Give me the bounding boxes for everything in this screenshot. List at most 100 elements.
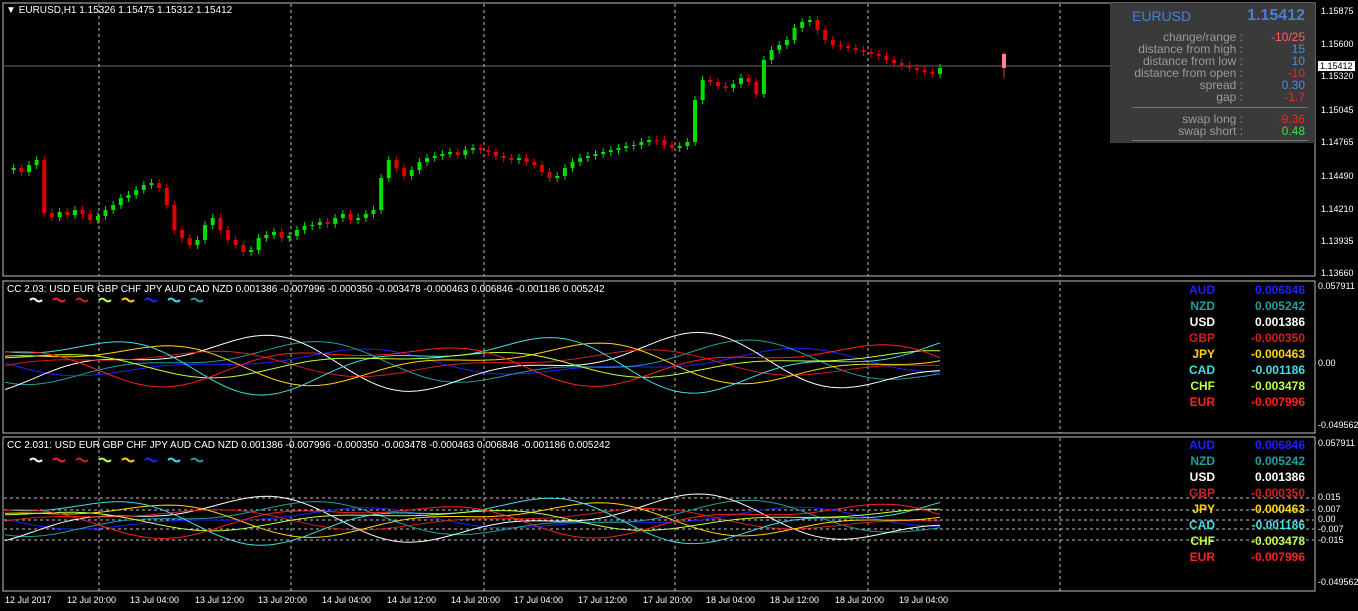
- time-tick: 18 Jul 20:00: [835, 595, 885, 605]
- info-value: 0.48: [1281, 124, 1305, 138]
- legend-swatch: [29, 457, 43, 463]
- currency-value: 0.005242: [1254, 299, 1305, 313]
- legend-swatch: [190, 297, 204, 303]
- candle-body: [715, 82, 720, 86]
- info-label: swap short :: [1178, 124, 1243, 138]
- candle-body: [532, 162, 537, 165]
- candle-body: [677, 146, 682, 148]
- legend-swatch: [167, 457, 181, 463]
- candle-body: [769, 50, 774, 60]
- currency-name: CHF: [1190, 379, 1215, 393]
- currency-name: NZD: [1190, 454, 1215, 468]
- currency-value: 0.001386: [1254, 470, 1305, 484]
- candle-body: [448, 152, 453, 154]
- candle-body: [88, 214, 93, 220]
- price-candles: [11, 16, 942, 256]
- candle-body: [80, 210, 85, 214]
- info-label: distance from open :: [1134, 66, 1243, 80]
- currency-strength-line: [4, 507, 940, 531]
- legend-swatch: [144, 457, 158, 463]
- time-tick: 14 Jul 04:00: [322, 595, 372, 605]
- currency-strength-line: [4, 349, 941, 378]
- info-value: -10: [1287, 66, 1305, 80]
- candle-body: [509, 158, 514, 160]
- candle-body: [838, 45, 843, 46]
- candle-body: [846, 46, 851, 48]
- indicator-tick: 0.015: [1318, 492, 1341, 502]
- currency-name: AUD: [1189, 438, 1215, 452]
- currency-name: JPY: [1192, 347, 1215, 361]
- candle-body: [149, 183, 154, 185]
- time-tick: 13 Jul 12:00: [195, 595, 245, 605]
- candle-body: [19, 168, 24, 172]
- price-tick: 1.15045: [1321, 105, 1354, 115]
- currency-value: -0.000463: [1250, 502, 1305, 516]
- info-label: distance from high :: [1138, 42, 1243, 56]
- candle-body: [103, 210, 108, 216]
- candle-body: [746, 78, 751, 82]
- currency-strength-line: [4, 344, 941, 388]
- chart-header: ▼ EURUSD,H1 1.15326 1.15475 1.15312 1.15…: [6, 5, 232, 16]
- candle-body: [562, 168, 567, 176]
- candle-body: [685, 142, 690, 146]
- chart-frames: [2, 2, 1316, 592]
- price-tick: 1.14210: [1321, 204, 1354, 214]
- info-value: 10: [1291, 54, 1305, 68]
- candle-body: [386, 160, 391, 178]
- currency-strength-line: [4, 506, 941, 530]
- symbol-timeframe: EURUSD,H1: [18, 5, 77, 16]
- candle-body: [639, 142, 644, 145]
- candle-body: [455, 152, 460, 155]
- legend-swatch: [29, 297, 43, 303]
- price-tick: 1.13660: [1321, 268, 1354, 278]
- candle-body: [42, 160, 47, 213]
- price-tick: 1.15600: [1321, 39, 1354, 49]
- candle-body: [892, 60, 897, 63]
- info-label: spread :: [1199, 78, 1243, 92]
- time-tick: 13 Jul 20:00: [258, 595, 308, 605]
- info-value: -9.36: [1277, 112, 1305, 126]
- indicator-tick: -0.007: [1318, 524, 1344, 534]
- candle-body: [57, 212, 62, 217]
- candle-body: [516, 158, 521, 160]
- collapse-arrow-icon[interactable]: ▼: [6, 5, 16, 16]
- time-tick: 13 Jul 04:00: [130, 595, 180, 605]
- info-symbol: EURUSD: [1132, 8, 1192, 24]
- currency-value: -0.003478: [1250, 379, 1305, 393]
- candle-body: [884, 56, 889, 60]
- vertical-gridlines: [98, 4, 1061, 591]
- currency-name: NZD: [1190, 299, 1215, 313]
- currency-name: GBP: [1188, 486, 1215, 500]
- currency-value: -0.001186: [1251, 363, 1305, 377]
- currency-value: 0.006846: [1254, 438, 1305, 452]
- candle-body: [164, 188, 169, 205]
- candle-body: [578, 158, 583, 162]
- time-tick: 14 Jul 20:00: [451, 595, 501, 605]
- candle-body: [524, 158, 529, 162]
- candle-body: [792, 28, 797, 40]
- candle-body: [210, 218, 215, 225]
- candle-body: [409, 170, 414, 176]
- indicator-tick: -0.015: [1318, 535, 1344, 545]
- price-tick: 1.15320: [1321, 71, 1354, 81]
- currency-strength-line: [4, 339, 941, 386]
- candle-body: [417, 162, 422, 170]
- currency-value: -0.000350: [1250, 331, 1305, 345]
- candle-body: [738, 78, 743, 84]
- time-tick: 17 Jul 04:00: [514, 595, 564, 605]
- info-value: 15: [1291, 42, 1305, 56]
- candle-body: [440, 154, 445, 156]
- ohlc-values: 1.15326 1.15475 1.15312 1.15412: [79, 5, 233, 16]
- indicator-tick: -0.049562: [1318, 420, 1358, 430]
- candle-body: [432, 156, 437, 158]
- candle-body: [356, 218, 361, 220]
- currency-value: -0.003478: [1250, 534, 1305, 548]
- candle-body: [26, 165, 31, 172]
- time-tick: 14 Jul 12:00: [387, 595, 437, 605]
- currency-name: CHF: [1190, 534, 1215, 548]
- time-tick: 18 Jul 04:00: [706, 595, 756, 605]
- candle-body: [317, 222, 322, 225]
- candle-body: [784, 40, 789, 45]
- indicator-tick: 0.00: [1318, 358, 1336, 368]
